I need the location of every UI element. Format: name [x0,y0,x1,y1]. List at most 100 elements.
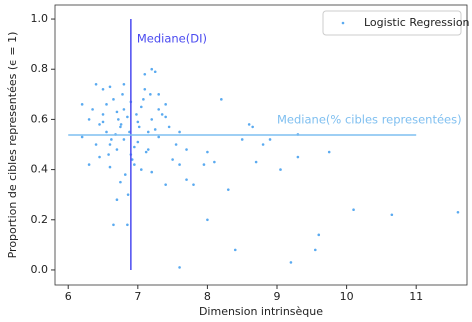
point [87,118,91,121]
point [94,143,98,146]
point [390,213,394,217]
point [296,155,300,159]
point [157,93,160,96]
point [115,110,119,114]
point [108,165,112,169]
point [122,82,126,86]
point [233,248,237,252]
y-tick-label: 0.2 [31,213,49,226]
x-tick-label: 11 [409,290,423,303]
point [105,130,108,134]
point [122,108,126,111]
annotation: Mediane(% cibles representées) [277,112,462,126]
point [126,223,129,227]
point [123,173,127,176]
point [117,118,120,121]
point [178,130,181,134]
point [119,125,122,129]
x-tick-label: 7 [134,290,141,303]
point [174,143,178,146]
point [160,113,164,116]
y-tick-label: 0.4 [31,163,49,176]
point [137,125,141,129]
x-tick-label: 10 [340,290,354,303]
point [251,125,254,129]
point [206,150,209,154]
point [143,88,147,91]
point [143,72,147,76]
point [164,183,167,186]
point [80,103,84,106]
point [80,135,84,139]
point [226,188,230,191]
point [313,248,317,252]
y-axis-label: Proportion de cibles representées (ϵ = 1… [6,32,19,259]
point [108,85,112,89]
point [206,218,209,222]
point [157,108,160,111]
legend-marker [341,21,345,25]
point [91,108,94,111]
x-tick-label: 8 [204,290,211,303]
point [139,168,143,171]
point [105,103,108,106]
point [352,208,355,212]
point [144,150,148,154]
point [87,163,91,166]
point [317,233,321,237]
point [108,143,112,146]
point [110,138,113,141]
point [185,148,188,151]
point [112,98,115,101]
y-tick-label: 0.0 [31,263,49,276]
x-tick-label: 9 [274,290,281,303]
point [289,261,293,264]
point [98,155,101,159]
point [126,115,129,119]
point [213,160,216,164]
point [192,183,195,186]
annotation: Mediane(DI) [137,32,207,46]
point [164,103,167,106]
point [133,145,136,149]
point [171,158,174,161]
point [247,123,251,126]
point [119,123,123,126]
point [121,93,124,96]
point [139,105,143,109]
point [261,143,265,146]
point [327,150,331,154]
legend-box [322,10,462,36]
point [456,210,460,214]
point [268,138,272,141]
point [149,93,152,96]
point [220,98,223,101]
plot-frame [54,4,468,286]
point [133,163,136,166]
point [146,130,150,134]
point [101,113,105,116]
point [135,113,138,116]
legend-label: Logistic Regression [364,16,470,29]
point [150,67,154,71]
point [178,266,181,269]
point [164,115,167,119]
point [126,193,130,196]
point [153,70,157,74]
y-tick-label: 1.0 [31,12,49,25]
point [153,128,157,131]
x-tick-label: 6 [65,290,72,303]
point [178,163,181,166]
y-tick-label: 0.6 [31,112,49,125]
point [150,118,154,121]
point [146,148,150,151]
point [112,223,115,227]
point [94,82,98,86]
point [150,170,154,174]
x-axis-label: Dimension intrinsèque [199,305,323,318]
point [107,153,110,156]
point [167,125,171,129]
point [115,198,119,201]
point [185,178,188,181]
